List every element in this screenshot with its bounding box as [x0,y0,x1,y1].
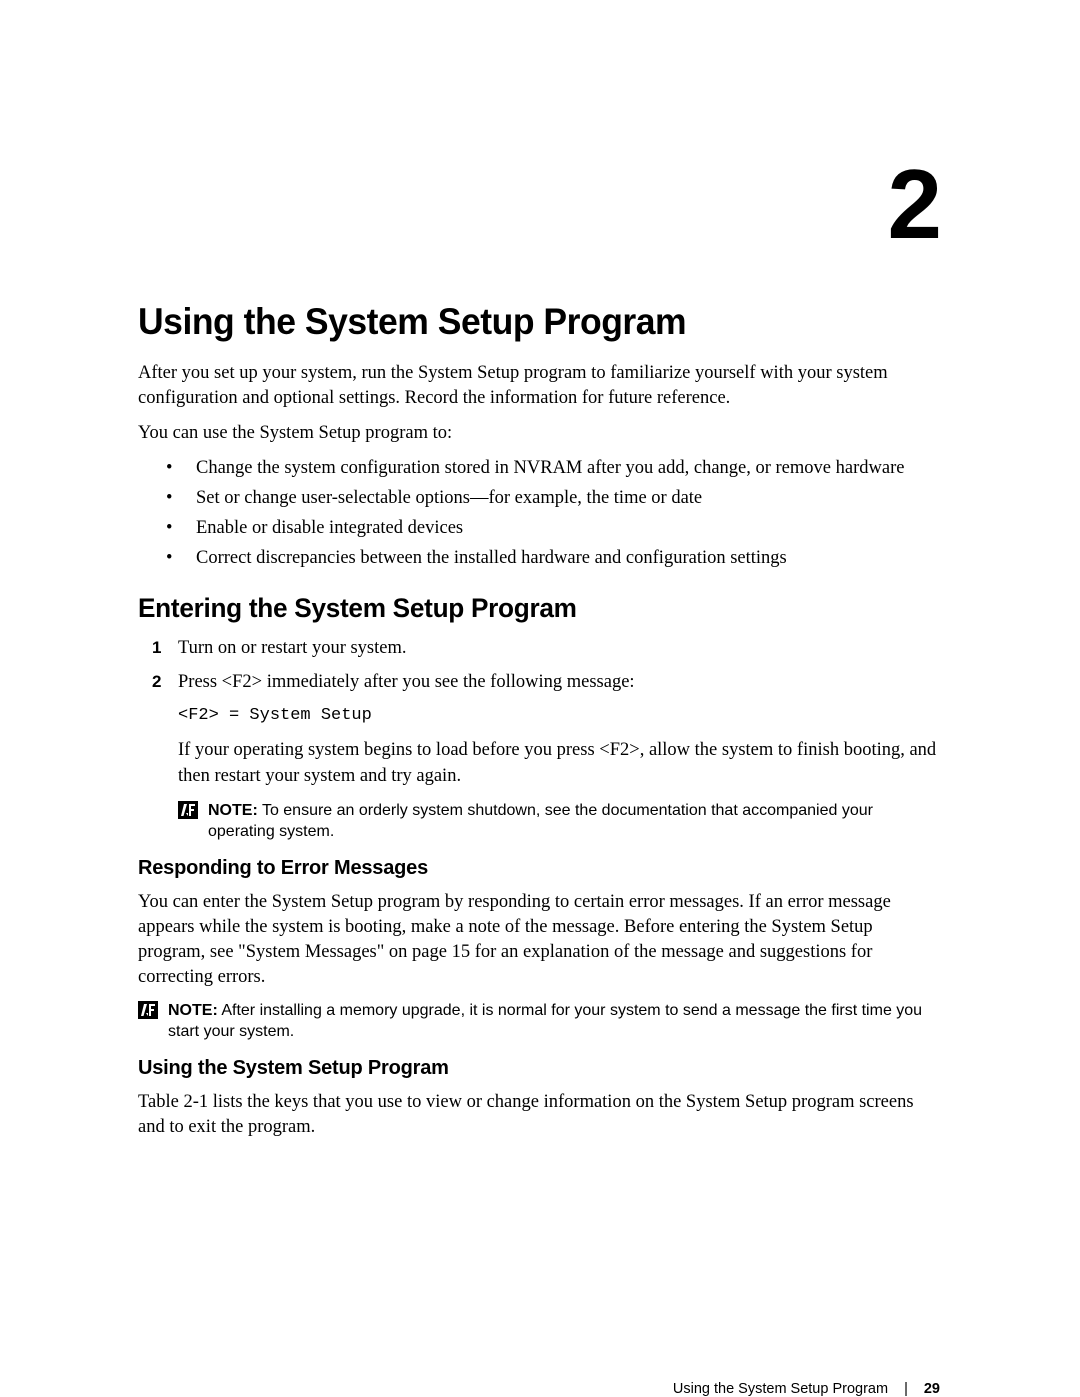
step-code: <F2> = System Setup [178,704,940,728]
step-text: Turn on or restart your system. [178,638,407,658]
note-text: NOTE: After installing a memory upgrade,… [168,1000,940,1043]
footer-page-number: 29 [924,1381,940,1397]
note-icon [138,1001,158,1019]
steps-list: Turn on or restart your system. Press <F… [138,636,940,843]
bullet-item: Change the system configuration stored i… [138,456,940,482]
footer-title: Using the System Setup Program [673,1381,888,1397]
intro-bullets: Change the system configuration stored i… [138,456,940,572]
step-item: Press <F2> immediately after you see the… [138,670,940,843]
section-heading-entering: Entering the System Setup Program [138,593,916,624]
step-text: Press <F2> immediately after you see the… [178,670,940,696]
note-body: To ensure an orderly system shutdown, se… [208,802,873,841]
note-label: NOTE: [168,1002,218,1019]
page-footer: Using the System Setup Program | 29 [673,1381,940,1397]
footer-separator: | [904,1381,908,1397]
bullet-item: Enable or disable integrated devices [138,516,940,542]
chapter-number: 2 [138,155,940,253]
intro-para-2: You can use the System Setup program to: [138,421,940,446]
bullet-item: Set or change user-selectable options—fo… [138,486,940,512]
step-after-text: If your operating system begins to load … [178,738,940,790]
note-text: NOTE: To ensure an orderly system shutdo… [208,800,940,843]
section2-body: You can enter the System Setup program b… [138,890,940,990]
page-content: 2 Using the System Setup Program After y… [138,155,940,1397]
section3-body: Table 2-1 lists the keys that you use to… [138,1090,940,1140]
note-icon [178,801,198,819]
page-inner: 2 Using the System Setup Program After y… [138,155,940,1397]
note-label: NOTE: [208,802,258,819]
step-item: Turn on or restart your system. [138,636,940,662]
note-body: After installing a memory upgrade, it is… [168,1002,922,1041]
bullet-item: Correct discrepancies between the instal… [138,546,940,572]
note-block: NOTE: To ensure an orderly system shutdo… [178,800,940,843]
section-heading-using: Using the System Setup Program [138,1057,940,1080]
section-heading-responding: Responding to Error Messages [138,857,940,880]
note-block: NOTE: After installing a memory upgrade,… [138,1000,940,1043]
intro-para-1: After you set up your system, run the Sy… [138,361,940,411]
page-title: Using the System Setup Program [138,301,908,343]
